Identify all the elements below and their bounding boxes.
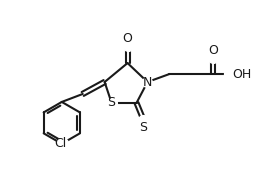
Text: N: N [143,76,152,89]
Text: OH: OH [232,68,251,81]
Text: O: O [123,32,133,45]
Text: S: S [140,121,147,134]
Text: S: S [108,96,116,110]
Text: Cl: Cl [55,137,67,150]
Text: O: O [208,44,218,57]
